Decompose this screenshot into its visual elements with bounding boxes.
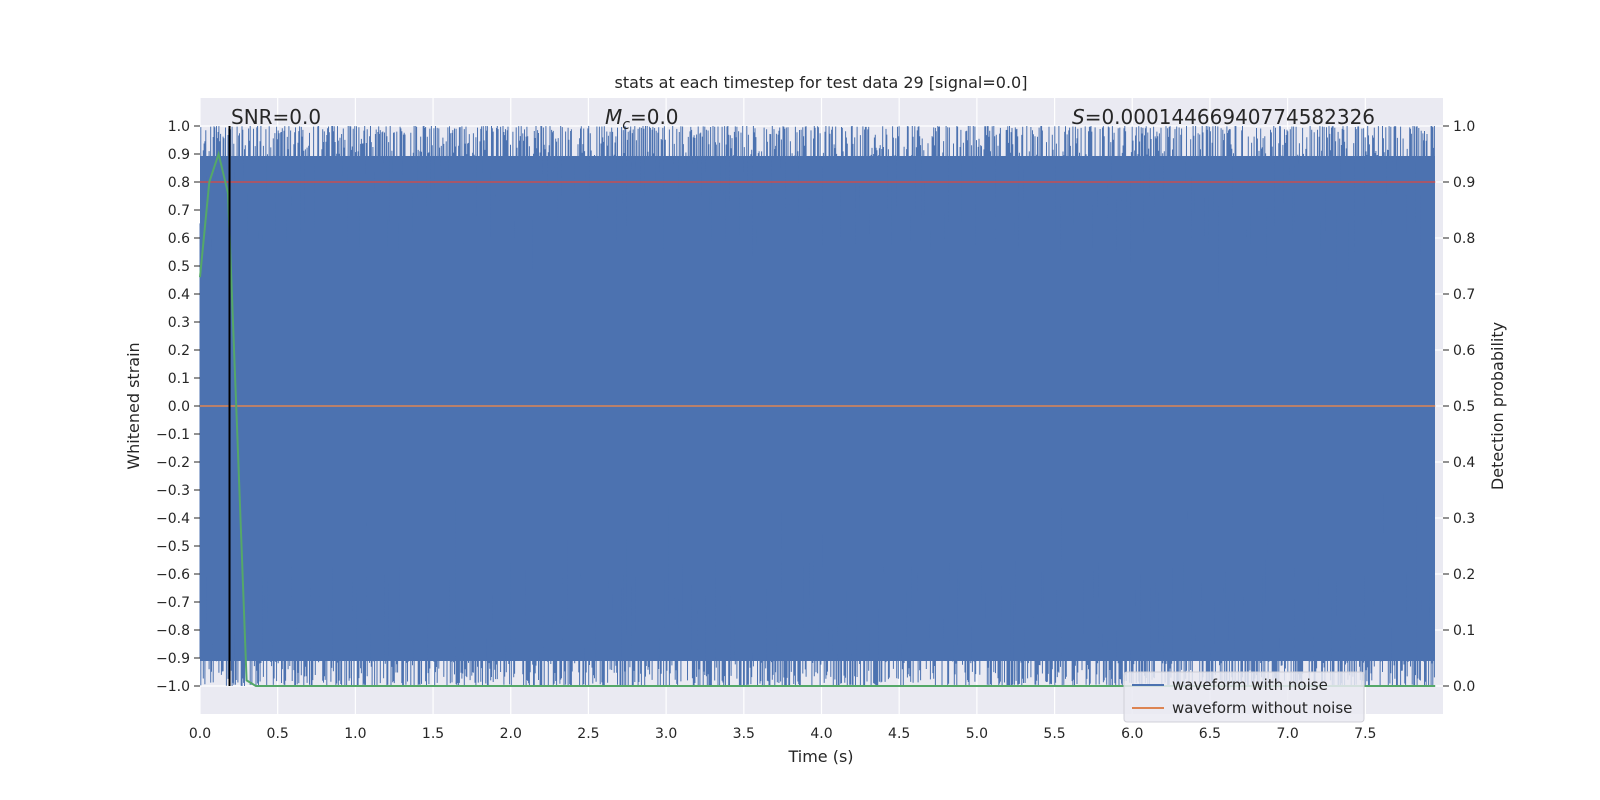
y-tick-label-left: −0.5 xyxy=(156,539,190,555)
x-tick-label: 2.5 xyxy=(577,726,599,742)
y-tick-label-left: 0.4 xyxy=(168,287,190,303)
y-tick-label-right: 0.4 xyxy=(1453,455,1475,471)
y-ticks-left: 1.0 0.9 0.8 0.7 0.6 0.5 0.4 0.3 0.2 0.1 0.0 −0.1 −0.… xyxy=(156,119,200,695)
chart-title: stats at each timestep for test data 29 … xyxy=(615,73,1028,92)
x-tick-label: 6.5 xyxy=(1199,726,1221,742)
y-tick-label-left: −1.0 xyxy=(156,679,190,695)
x-tick-label: 2.0 xyxy=(500,726,522,742)
legend-label-noise: waveform with noise xyxy=(1172,676,1328,694)
y-tick-label-right: 0.7 xyxy=(1453,287,1475,303)
y-tick-label-left: 1.0 xyxy=(168,119,190,135)
y-tick-label-right: 0.9 xyxy=(1453,175,1475,191)
y-tick-label-right: 0.1 xyxy=(1453,623,1475,639)
y-tick-label-left: −0.9 xyxy=(156,651,190,667)
y-tick-label-right: 1.0 xyxy=(1453,119,1475,135)
y-tick-label-right: 0.2 xyxy=(1453,567,1475,583)
y-ticks-right: 1.0 0.9 0.8 0.7 0.6 0.5 0.4 0.3 0.2 0.1 0.0 xyxy=(1443,119,1475,695)
y-tick-label-left: 0.2 xyxy=(168,343,190,359)
y-tick-label-left: 0.6 xyxy=(168,231,190,247)
s-symbol: S xyxy=(1072,105,1085,129)
y-axis-label-right: Detection probability xyxy=(1488,322,1507,490)
y-axis-label-left: Whitened strain xyxy=(124,342,143,469)
x-tick-label: 5.5 xyxy=(1043,726,1065,742)
noise-series xyxy=(199,125,1435,687)
detection-probability-line xyxy=(199,150,1436,687)
mc-symbol: M xyxy=(605,105,622,129)
y-tick-label-right: 0.8 xyxy=(1453,231,1475,247)
x-tick-label: 3.5 xyxy=(733,726,755,742)
mc-annotation: Mc=0.0 xyxy=(605,105,679,133)
x-tick-label: 1.0 xyxy=(344,726,366,742)
x-tick-label: 0.0 xyxy=(189,726,211,742)
y-tick-label-left: 0.8 xyxy=(168,175,190,191)
mc-value: =0.0 xyxy=(630,105,679,129)
legend-box xyxy=(1123,671,1365,723)
x-tick-label: 4.0 xyxy=(810,726,832,742)
noise-line xyxy=(199,125,1435,687)
x-tick-label: 4.5 xyxy=(888,726,910,742)
snr-annotation: SNR=0.0 xyxy=(231,105,321,129)
overlay-lines xyxy=(199,126,1436,687)
mc-subscript: c xyxy=(622,117,630,133)
y-tick-label-left: 0.0 xyxy=(168,399,190,415)
x-tick-label: 0.5 xyxy=(267,726,289,742)
x-axis-label: Time (s) xyxy=(787,747,853,766)
y-tick-label-left: −0.3 xyxy=(156,483,190,499)
y-tick-label-left: −0.2 xyxy=(156,455,190,471)
x-tick-label: 3.0 xyxy=(655,726,677,742)
legend-label-clean: waveform without noise xyxy=(1172,699,1352,717)
y-tick-label-left: 0.7 xyxy=(168,203,190,219)
y-tick-label-left: 0.5 xyxy=(168,259,190,275)
s-value: =0.00014466940774582326 xyxy=(1085,105,1375,129)
y-tick-label-left: −0.4 xyxy=(156,511,190,527)
x-tick-label: 6.0 xyxy=(1121,726,1143,742)
y-tick-label-left: 0.3 xyxy=(168,315,190,331)
legend: waveform with noise waveform without noi… xyxy=(1123,671,1365,723)
x-tick-label: 1.5 xyxy=(422,726,444,742)
x-ticks: 0.0 0.5 1.0 1.5 2.0 2.5 3.0 3.5 4.0 4.5 5.0 5.5 6.0 6… xyxy=(189,726,1377,742)
y-tick-label-left: −0.6 xyxy=(156,567,190,583)
x-tick-label: 7.0 xyxy=(1276,726,1298,742)
y-tick-label-left: −0.1 xyxy=(156,427,190,443)
x-tick-label: 7.5 xyxy=(1354,726,1376,742)
s-annotation: S=0.00014466940774582326 xyxy=(1072,105,1375,129)
y-tick-label-left: −0.8 xyxy=(156,623,190,639)
y-tick-label-right: 0.5 xyxy=(1453,399,1475,415)
y-tick-label-left: 0.1 xyxy=(168,371,190,387)
y-tick-label-left: −0.7 xyxy=(156,595,190,611)
x-tick-label: 5.0 xyxy=(966,726,988,742)
y-tick-label-right: 0.3 xyxy=(1453,511,1475,527)
y-tick-label-right: 0.0 xyxy=(1453,679,1475,695)
y-tick-label-left: 0.9 xyxy=(168,147,190,163)
y-tick-label-right: 0.6 xyxy=(1453,343,1475,359)
